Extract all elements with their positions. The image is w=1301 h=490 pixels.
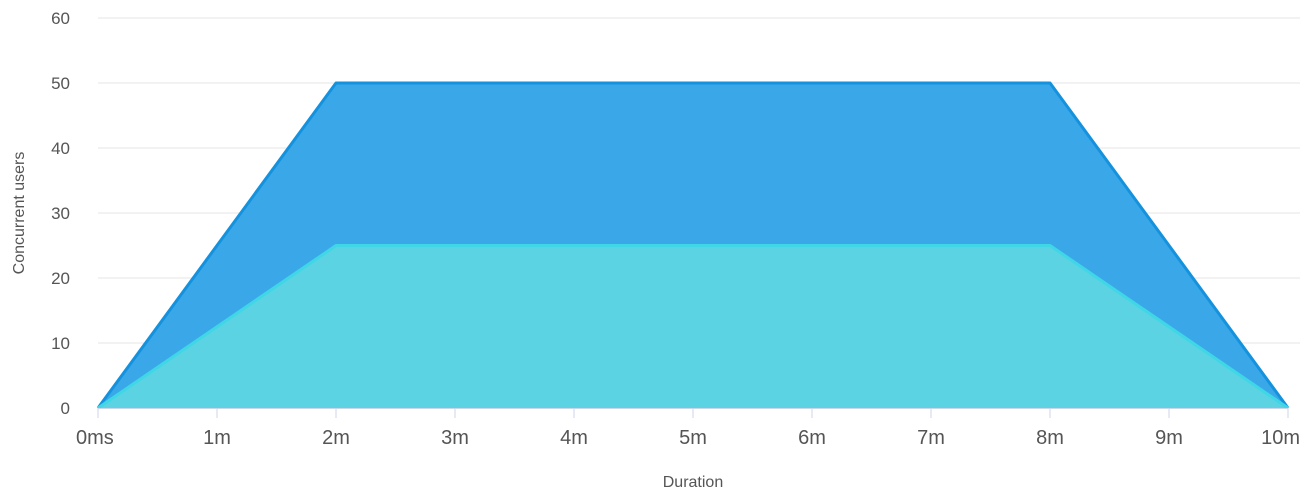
y-tick-label: 50 [51,74,70,93]
series-line-1 [96,81,1290,409]
x-tick-label: 7m [917,427,945,449]
x-tick-label: 1m [203,427,231,449]
x-axis: 0ms 1m 2m 3m 4m 5m 6m 7m 8m 9m 10m [76,408,1300,449]
x-axis-title: Duration [663,474,723,490]
x-tick-label: 10m [1261,427,1300,449]
y-axis-title: Concurrent users [11,152,28,275]
series-areas [96,81,1290,410]
x-tick-label: 9m [1155,427,1183,449]
y-tick-label: 0 [61,399,70,418]
series-line-2 [97,244,1289,410]
y-tick-label: 40 [51,139,70,158]
y-axis: 0 10 20 30 40 50 60 [51,9,70,418]
x-tick-label: 0ms [76,427,114,449]
y-tick-label: 60 [51,9,70,28]
y-tick-label: 10 [51,334,70,353]
x-tick-label: 4m [560,427,588,449]
x-tick-label: 6m [798,427,826,449]
y-tick-label: 30 [51,204,70,223]
series-area-2 [98,245,1288,408]
x-tick-label: 3m [441,427,469,449]
y-tick-label: 20 [51,269,70,288]
x-tick-label: 5m [679,427,707,449]
x-tick-label: 8m [1036,427,1064,449]
x-tick-label: 2m [322,427,350,449]
